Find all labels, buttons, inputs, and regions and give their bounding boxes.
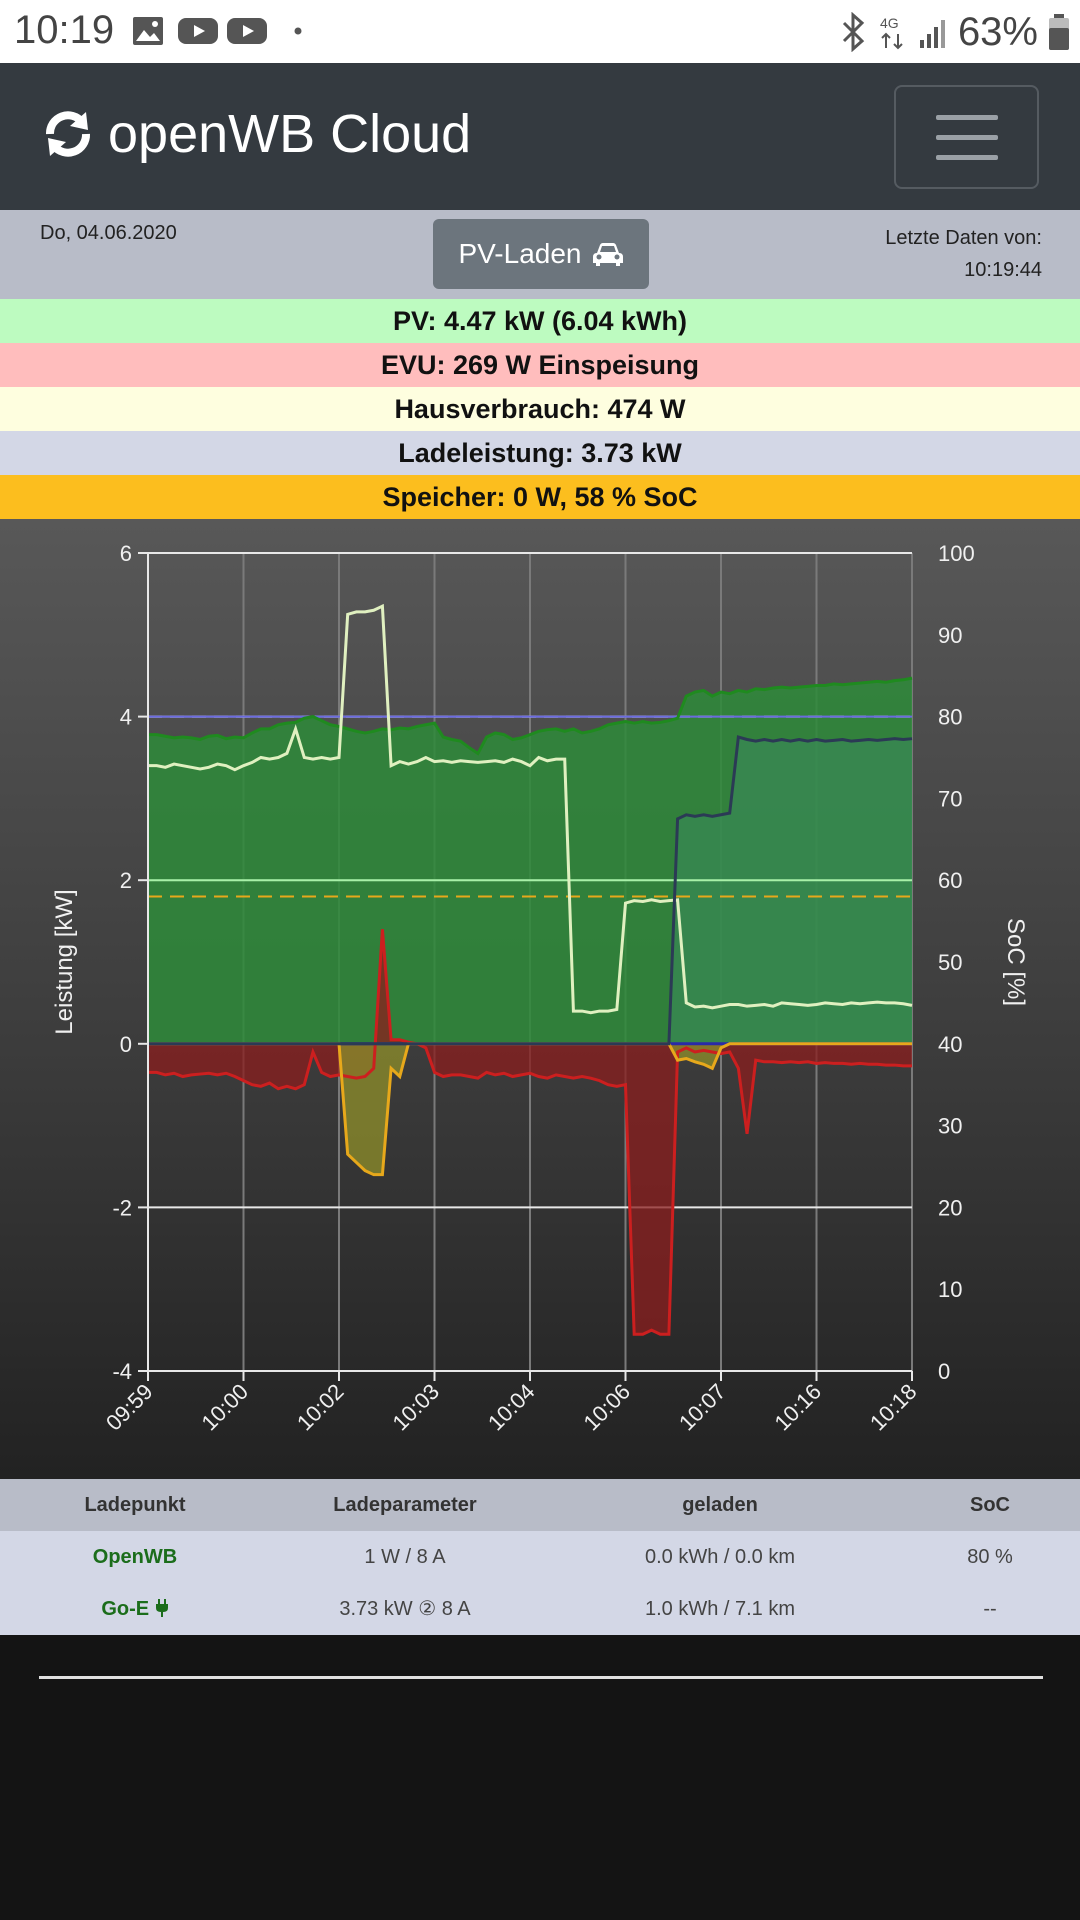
x-tick-label: 10:16 <box>769 1379 826 1436</box>
table-row: Go-E 3.73 kW ② 8 A 1.0 kWh / 7.1 km -- <box>0 1583 1080 1635</box>
y-axis-title-right: SoC [%] <box>1002 918 1029 1006</box>
x-tick-label: 10:18 <box>865 1379 922 1436</box>
youtube-icon-2 <box>227 18 267 44</box>
y-tick-label-left: 2 <box>120 868 132 893</box>
notification-dot-icon <box>294 27 302 35</box>
bluetooth-icon <box>842 12 865 52</box>
x-tick-label: 10:03 <box>387 1379 444 1436</box>
y-tick-label-right: 20 <box>938 1195 962 1220</box>
soc-value-2: -- <box>983 1598 997 1620</box>
x-tick-label: 10:00 <box>196 1379 253 1436</box>
charge-mode-button[interactable]: PV-Laden <box>433 219 649 289</box>
car-icon <box>592 243 623 266</box>
y-tick-label-right: 70 <box>938 786 962 811</box>
image-icon <box>133 17 163 45</box>
plug-icon <box>155 1599 168 1617</box>
charge-summary: Ladeleistung: 3.73 kW <box>0 431 1080 475</box>
header-ladeparameter: Ladeparameter <box>333 1494 477 1516</box>
header-geladen: geladen <box>682 1494 758 1516</box>
header-soc: SoC <box>970 1494 1010 1516</box>
y-tick-label-right: 50 <box>938 950 962 975</box>
navbar: openWB Cloud <box>0 63 1080 210</box>
info-row: Do, 04.06.2020 PV-Laden Letzte Daten von… <box>0 210 1080 299</box>
network-4g-icon: 4G <box>880 15 903 50</box>
status-bar: 10:19 4G 63% <box>0 0 1080 63</box>
charge-point-name[interactable]: OpenWB <box>92 1546 178 1568</box>
y-tick-label-right: 100 <box>938 541 975 566</box>
charge-params: 1 W / 8 A <box>364 1546 446 1568</box>
x-tick-label: 10:04 <box>483 1379 540 1436</box>
y-tick-label-left: -2 <box>112 1195 132 1220</box>
youtube-icon <box>178 18 218 44</box>
evu-line <box>148 929 912 1336</box>
charge-point-table: Ladepunkt Ladeparameter geladen SoC Open… <box>0 1479 1080 1635</box>
battery-summary: Speicher: 0 W, 58 % SoC <box>0 475 1080 519</box>
y-tick-label-left: 4 <box>120 705 132 730</box>
x-tick-label: 09:59 <box>101 1379 158 1436</box>
battery-percent: 63% <box>957 9 1038 54</box>
y-tick-label-right: 90 <box>938 623 962 648</box>
y-tick-label-right: 10 <box>938 1277 962 1302</box>
x-tick-label: 10:06 <box>578 1379 635 1436</box>
last-data-label: Letzte Daten von: <box>885 227 1042 249</box>
pv-summary: PV: 4.47 kW (6.04 kWh) <box>0 299 1080 343</box>
charged-amount: 0.0 kWh / 0.0 km <box>644 1546 796 1568</box>
y-tick-label-left: 6 <box>120 541 132 566</box>
power-chart[interactable]: 6 4 2 0 -2 -4 100 90 80 70 60 50 40 30 20 10 0 09:59 10:00… <box>0 519 1080 1479</box>
y-tick-label-left: -4 <box>112 1359 132 1384</box>
header-ladepunkt: Ladepunkt <box>84 1494 186 1516</box>
charge-line <box>148 735 913 1046</box>
charge-point-name-2[interactable]: Go-E <box>0 1583 270 1635</box>
x-tick-label: 10:02 <box>292 1379 349 1436</box>
charged-amount-2: 1.0 kWh / 7.1 km <box>644 1598 796 1620</box>
pv-line <box>148 676 913 756</box>
signal-icon <box>919 20 945 48</box>
y-tick-label-left: 0 <box>120 1032 132 1057</box>
brand[interactable]: openWB Cloud <box>40 103 471 165</box>
date-label: Do, 04.06.2020 <box>40 222 177 244</box>
charge-params-2: 3.73 kW ② 8 A <box>339 1598 471 1620</box>
evu-summary: EVU: 269 W Einspeisung <box>0 343 1080 387</box>
soc-value: 80 % <box>967 1546 1013 1568</box>
battery-icon <box>1049 14 1069 50</box>
brand-title: openWB Cloud <box>108 104 472 164</box>
footer-divider <box>39 1676 1043 1679</box>
y-tick-label-right: 0 <box>938 1359 950 1384</box>
table-row: OpenWB 1 W / 8 A 0.0 kWh / 0.0 km 80 % <box>0 1531 1080 1583</box>
sync-icon <box>46 111 90 157</box>
last-data-time: 10:19:44 <box>964 259 1042 281</box>
charge-mode-label: PV-Laden <box>458 238 582 269</box>
last-data: Letzte Daten von: 10:19:44 <box>885 222 1042 286</box>
y-tick-label-right: 80 <box>938 705 962 730</box>
hamburger-icon <box>936 115 998 120</box>
menu-toggle-button[interactable] <box>894 85 1039 189</box>
y-tick-label-right: 30 <box>938 1114 962 1139</box>
house-summary: Hausverbrauch: 474 W <box>0 387 1080 431</box>
house-line <box>148 603 913 1015</box>
y-tick-label-right: 60 <box>938 868 962 893</box>
charge-area <box>148 737 912 1044</box>
svg-text:4G: 4G <box>880 15 899 31</box>
x-tick-label: 10:07 <box>674 1379 731 1436</box>
y-axis-title-left: Leistung [kW] <box>51 889 78 1034</box>
table-header: Ladepunkt Ladeparameter geladen SoC <box>0 1479 1080 1531</box>
y-tick-label-right: 40 <box>938 1032 962 1057</box>
status-time: 10:19 <box>14 8 115 52</box>
